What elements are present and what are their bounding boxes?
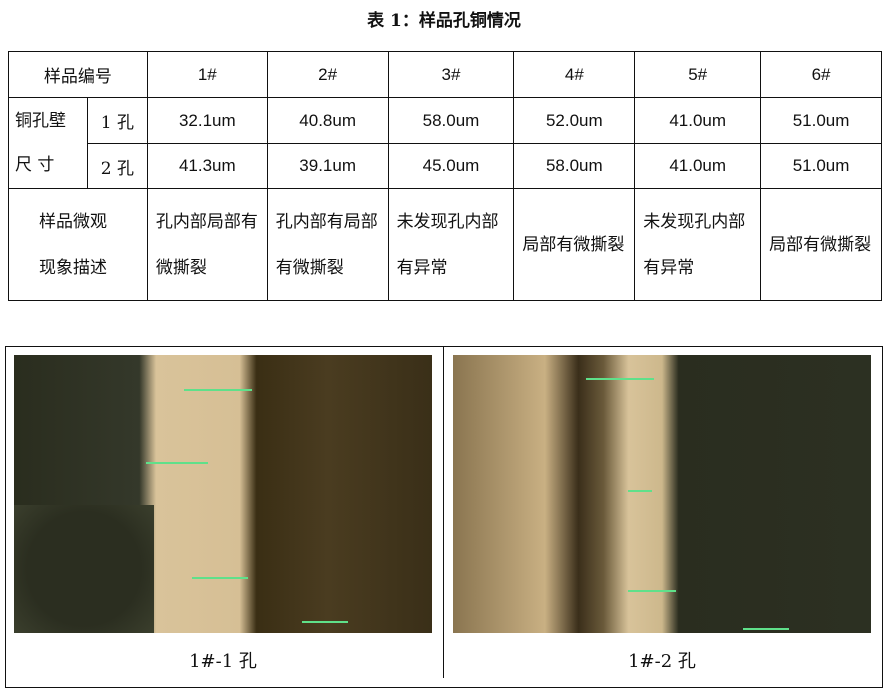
hole2-row: 2 孔 41.3um 39.1um 45.0um 58.0um 41.0um 5…: [9, 143, 882, 189]
description-row: 样品微观现象描述 孔内部局部有微撕裂 孔内部有局部有微撕裂 未发现孔内部有异常 …: [8, 188, 882, 301]
hole2-value: 45.0um: [387, 143, 515, 189]
hole1-value: 40.8um: [266, 97, 389, 144]
sample-1: 1#: [146, 51, 268, 98]
sample-2: 2#: [266, 51, 389, 98]
micrograph-1-1: [14, 355, 432, 633]
hole2-value: 41.3um: [146, 143, 268, 189]
image-divider: [443, 346, 444, 678]
description: 孔内部有局部有微撕裂: [266, 188, 389, 301]
wall-size-label: 铜孔壁尺 寸: [8, 97, 88, 189]
header-label: 样品编号: [8, 51, 148, 98]
copper-hole-table: 样品编号 1# 2# 3# 4# 5# 6# 铜孔壁尺 寸 1 孔 32.1um…: [8, 51, 882, 301]
sample-3: 3#: [387, 51, 515, 98]
description: 局部有微撕裂: [513, 188, 636, 301]
sample-4: 4#: [513, 51, 636, 98]
hole1-row: 铜孔壁尺 寸 1 孔 32.1um 40.8um 58.0um 52.0um 4…: [8, 97, 882, 189]
header-row: 样品编号 1# 2# 3# 4# 5# 6#: [8, 51, 882, 98]
hole1-value: 41.0um: [634, 97, 762, 144]
hole1-value: 52.0um: [513, 97, 636, 144]
description: 孔内部局部有微撕裂: [146, 188, 268, 301]
wall-label-2: 尺 寸: [15, 155, 55, 175]
hole2-value: 41.0um: [634, 143, 762, 189]
caption-1-2: 1#-2 孔: [628, 651, 696, 672]
hole2-label: 2 孔: [86, 143, 148, 189]
hole2-value: 58.0um: [513, 143, 636, 189]
description: 未发现孔内部有异常: [387, 188, 515, 301]
hole2-value: 51.0um: [760, 143, 882, 189]
table-title: 表 1：样品孔铜情况: [367, 11, 521, 31]
description: 未发现孔内部有异常: [634, 188, 762, 301]
description: 局部有微撕裂: [760, 188, 882, 301]
hole1-value: 32.1um: [146, 97, 268, 144]
hole1-value: 51.0um: [760, 97, 882, 144]
caption-1-1: 1#-1 孔: [189, 651, 257, 672]
hole2-value: 39.1um: [266, 143, 389, 189]
sample-5: 5#: [634, 51, 762, 98]
hole1-label: 1 孔: [86, 97, 148, 144]
wall-label-1: 铜孔壁: [15, 111, 66, 131]
micrograph-1-2: [453, 355, 871, 633]
hole1-value: 58.0um: [387, 97, 515, 144]
sample-6: 6#: [760, 51, 882, 98]
description-label: 样品微观现象描述: [8, 188, 148, 301]
